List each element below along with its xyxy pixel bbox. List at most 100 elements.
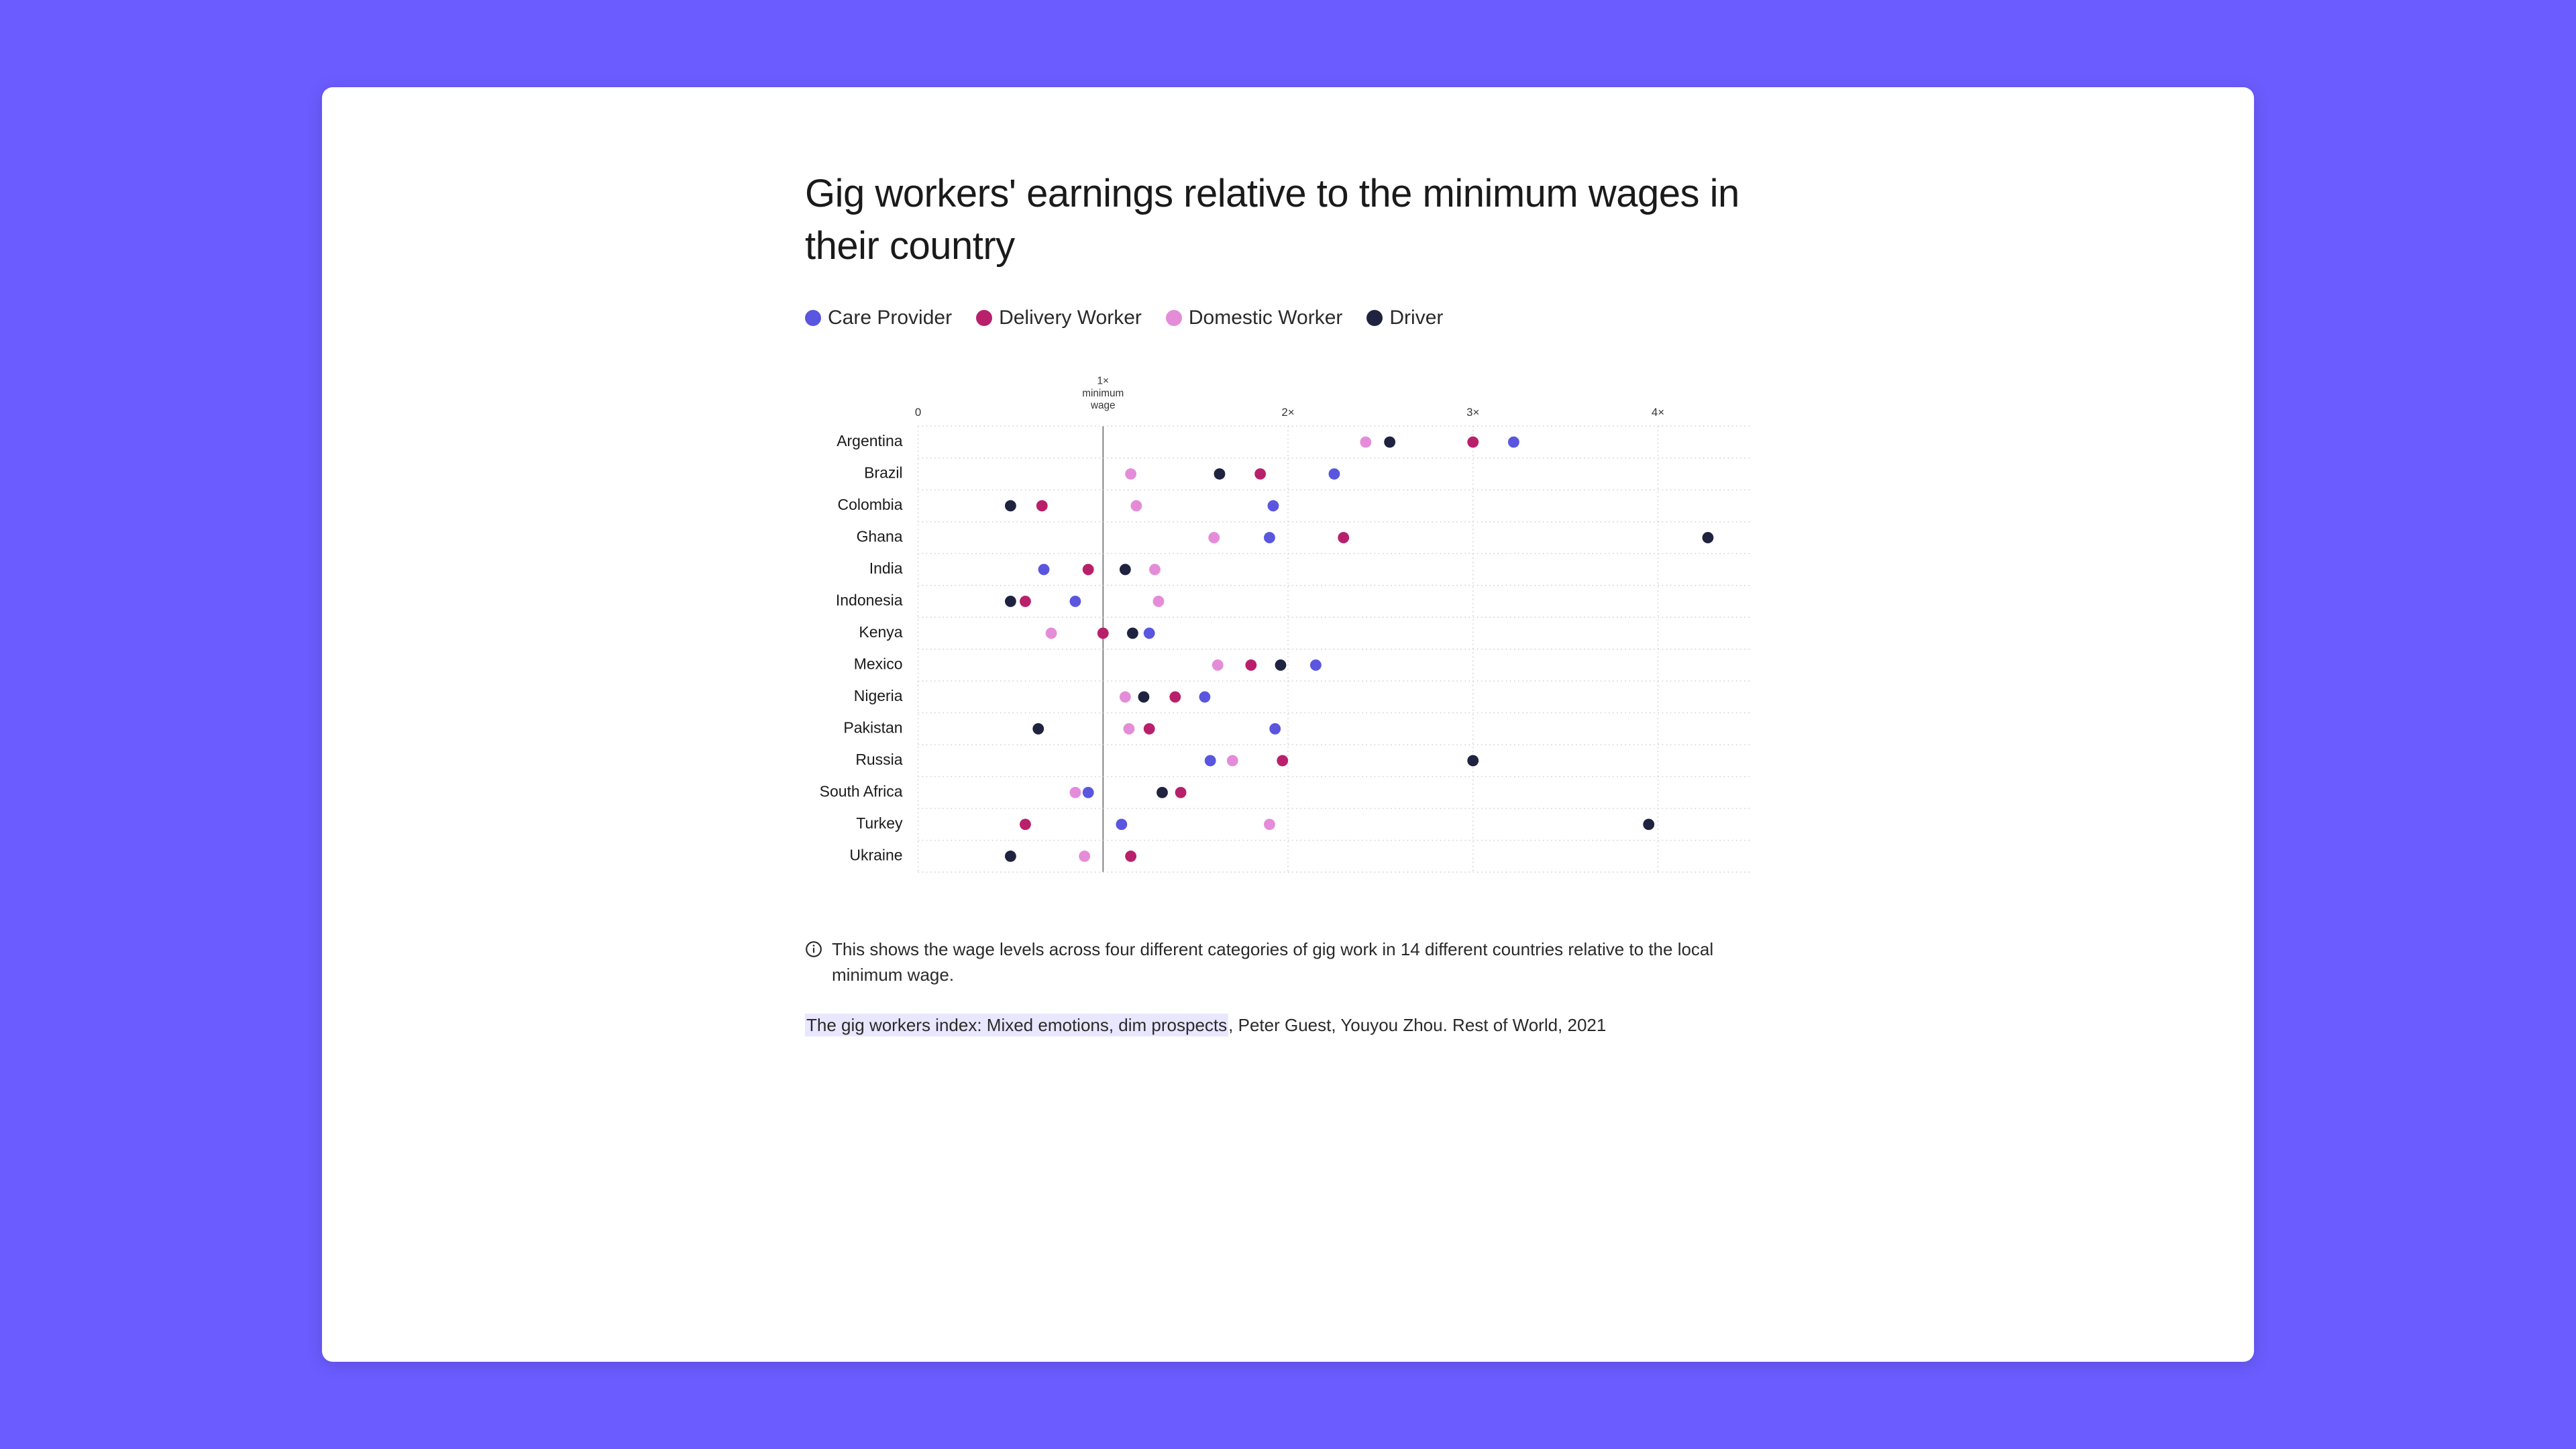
country-label: Nigeria [854, 687, 903, 704]
legend-item: Delivery Worker [976, 307, 1142, 329]
data-dot [1116, 818, 1127, 830]
country-label: Ukraine [849, 846, 902, 863]
chart-notes: This shows the wage levels across four d… [805, 937, 1771, 987]
legend-item: Domestic Worker [1166, 307, 1342, 329]
legend-swatch [1166, 310, 1182, 326]
data-dot [1120, 564, 1131, 575]
data-dot [1208, 532, 1220, 543]
legend-label: Driver [1389, 307, 1443, 329]
data-dot [1467, 436, 1479, 447]
country-label: Brazil [864, 464, 902, 481]
data-dot [1153, 596, 1165, 607]
data-dot [1264, 532, 1275, 543]
data-dot [1125, 851, 1136, 862]
svg-text:minimum: minimum [1082, 387, 1124, 398]
chart-footer: This shows the wage levels across four d… [805, 937, 1771, 1035]
country-label: Argentina [837, 432, 903, 449]
data-dot [1467, 755, 1479, 766]
svg-text:wage: wage [1090, 400, 1116, 411]
chart-title: Gig workers' earnings relative to the mi… [805, 168, 1771, 273]
country-label: Colombia [838, 496, 903, 513]
data-dot [1199, 691, 1210, 702]
data-dot [1703, 532, 1714, 543]
data-dot [1046, 627, 1057, 639]
data-dot [1338, 532, 1349, 543]
data-dot [1083, 787, 1094, 798]
info-icon [805, 940, 822, 965]
source-link[interactable]: The gig workers index: Mixed emotions, d… [805, 1014, 1228, 1036]
data-dot [1032, 723, 1044, 735]
svg-text:4×: 4× [1652, 406, 1664, 419]
svg-text:1×: 1× [1097, 375, 1109, 386]
data-dot [1097, 627, 1109, 639]
data-dot [1138, 691, 1149, 702]
chart-plot: 0 1×minimum wage 2× 3× 4× Argentina Brazil Colom… [805, 370, 1771, 877]
data-dot [1175, 787, 1187, 798]
data-dot [1069, 787, 1081, 798]
data-dot [1020, 596, 1031, 607]
data-dot [1269, 723, 1281, 735]
country-label: South Africa [820, 782, 903, 800]
legend-label: Domestic Worker [1189, 307, 1342, 329]
data-dot [1329, 468, 1340, 480]
data-dot [1227, 755, 1238, 766]
data-dot [1384, 436, 1395, 447]
data-dot [1069, 596, 1081, 607]
legend-swatch [805, 310, 821, 326]
chart-source: The gig workers index: Mixed emotions, d… [805, 1015, 1771, 1036]
data-dot [1643, 818, 1654, 830]
country-label: Mexico [854, 655, 903, 672]
legend-item: Driver [1366, 307, 1443, 329]
data-dot [1310, 659, 1322, 671]
data-dot [1038, 564, 1050, 575]
data-dot [1245, 659, 1256, 671]
legend-label: Care Provider [828, 307, 952, 329]
data-dot [1254, 468, 1266, 480]
legend-swatch [976, 310, 992, 326]
data-dot [1264, 818, 1275, 830]
data-dot [1005, 500, 1016, 511]
data-dot [1079, 851, 1090, 862]
data-dot [1005, 596, 1016, 607]
country-label: Kenya [859, 623, 902, 641]
svg-text:2×: 2× [1281, 406, 1294, 419]
country-label: Russia [855, 751, 902, 768]
data-dot [1508, 436, 1519, 447]
legend-label: Delivery Worker [999, 307, 1142, 329]
chart-inner: Gig workers' earnings relative to the mi… [805, 168, 1771, 1036]
data-dot [1036, 500, 1048, 511]
data-dot [1020, 818, 1031, 830]
data-dot [1360, 436, 1371, 447]
data-dot [1127, 627, 1138, 639]
data-dot [1214, 468, 1226, 480]
dotplot-svg: 0 1×minimum wage 2× 3× 4× Argentina Brazil Colom… [805, 370, 1771, 877]
data-dot [1144, 723, 1155, 735]
chart-card: Gig workers' earnings relative to the mi… [322, 87, 2254, 1362]
data-dot [1149, 564, 1161, 575]
country-label: Turkey [856, 814, 903, 832]
data-dot [1120, 691, 1131, 702]
legend: Care Provider Delivery Worker Domestic Wor… [805, 307, 1771, 329]
data-dot [1157, 787, 1168, 798]
data-dot [1169, 691, 1181, 702]
data-dot [1212, 659, 1224, 671]
data-dot [1005, 851, 1016, 862]
data-dot [1125, 468, 1136, 480]
data-dot [1144, 627, 1155, 639]
country-label: Indonesia [836, 591, 903, 608]
country-label: Ghana [857, 527, 903, 545]
notes-text: This shows the wage levels across four d… [832, 937, 1771, 987]
legend-swatch [1366, 310, 1383, 326]
data-dot [1275, 659, 1287, 671]
legend-item: Care Provider [805, 307, 952, 329]
svg-text:3×: 3× [1466, 406, 1479, 419]
data-dot [1205, 755, 1216, 766]
svg-text:0: 0 [915, 406, 921, 419]
data-dot [1277, 755, 1288, 766]
source-rest: , Peter Guest, Youyou Zhou. Rest of Worl… [1228, 1015, 1606, 1035]
country-label: India [869, 559, 903, 577]
country-label: Pakistan [843, 718, 902, 736]
data-dot [1123, 723, 1134, 735]
data-dot [1083, 564, 1094, 575]
data-dot [1268, 500, 1279, 511]
